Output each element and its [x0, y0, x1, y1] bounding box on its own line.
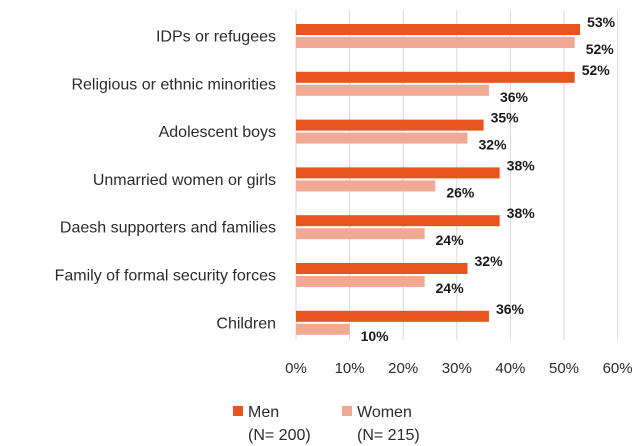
bar-women: [296, 323, 350, 335]
data-labels: 53% 52% 52% 36% 35% 32% 38% 26% 38% 24% 32% 24% 36% 1…: [361, 14, 616, 344]
data-label-women: 36%: [500, 89, 529, 105]
data-label-women: 10%: [361, 328, 390, 344]
data-label-men: 36%: [496, 301, 525, 317]
bar-women: [296, 132, 468, 144]
data-label-men: 38%: [507, 157, 536, 173]
legend-sample-size-men: (N= 200): [248, 427, 311, 444]
legend-swatch-women: [342, 406, 352, 416]
category-label: Adolescent boys: [159, 124, 276, 141]
x-tick-label: 20%: [388, 360, 418, 377]
data-label-men: 32%: [475, 253, 504, 269]
bar-women: [296, 37, 575, 48]
category-labels: IDPs or refugees Religious or ethnic mino…: [55, 29, 276, 333]
bar-women: [296, 276, 425, 287]
data-label-men: 53%: [587, 14, 616, 30]
bar-women: [296, 228, 425, 240]
category-label: Family of formal security forces: [55, 268, 276, 285]
category-label: Unmarried women or girls: [93, 172, 276, 189]
category-label: Religious or ethnic minorities: [71, 76, 276, 93]
bar-men: [296, 119, 484, 131]
category-label: Children: [216, 315, 276, 332]
bar-women: [296, 180, 436, 192]
legend-sample-size-women: (N= 215): [357, 427, 420, 444]
bar-men: [296, 71, 575, 83]
bars: [296, 24, 581, 335]
category-label: IDPs or refugees: [156, 29, 276, 46]
x-axis-tick-labels: 0% 10% 20% 30% 40% 50% 60%: [285, 360, 632, 377]
legend-swatch-men: [233, 406, 243, 416]
data-label-men: 52%: [582, 62, 611, 78]
data-label-women: 24%: [436, 280, 465, 296]
bar-men: [296, 263, 468, 274]
bar-men: [296, 310, 489, 322]
x-tick-label: 10%: [335, 360, 365, 377]
data-label-women: 24%: [436, 232, 465, 248]
data-label-women: 26%: [446, 184, 475, 200]
x-tick-label: 0%: [285, 360, 307, 377]
legend-label-men: Men: [248, 404, 279, 421]
bar-men: [296, 167, 500, 179]
x-tick-label: 30%: [442, 360, 472, 377]
x-tick-label: 50%: [549, 360, 579, 377]
data-label-men: 38%: [507, 205, 536, 221]
bar-women: [296, 84, 489, 96]
legend: Men (N= 200) Women (N= 215): [233, 404, 420, 444]
legend-label-women: Women: [357, 404, 412, 421]
data-label-women: 52%: [586, 41, 615, 57]
bar-men: [296, 215, 500, 227]
data-label-women: 32%: [479, 137, 508, 153]
category-label: Daesh supporters and families: [60, 220, 276, 237]
data-label-men: 35%: [491, 110, 520, 126]
x-tick-label: 60%: [603, 360, 633, 377]
bar-men: [296, 24, 581, 35]
x-tick-label: 40%: [495, 360, 525, 377]
